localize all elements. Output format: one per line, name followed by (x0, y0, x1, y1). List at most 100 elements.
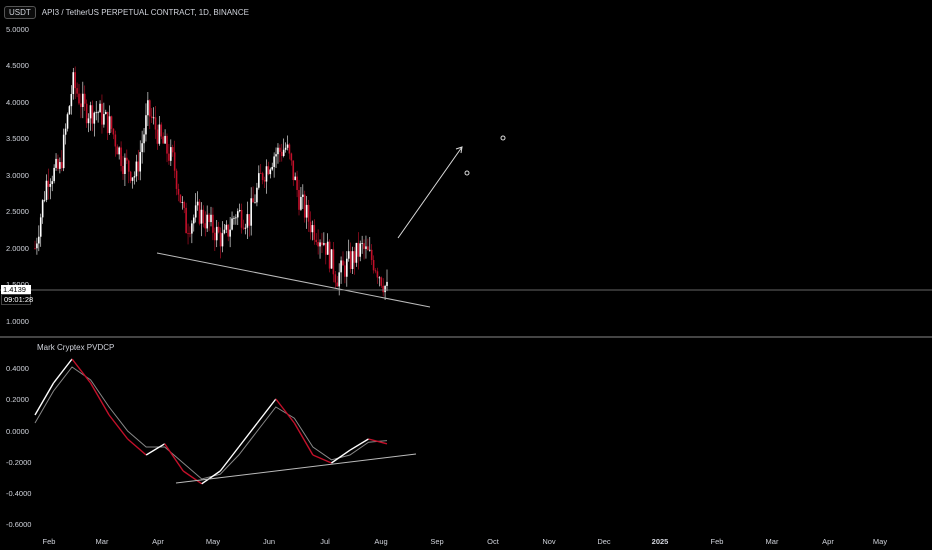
time-tick: Jul (320, 537, 330, 546)
indicator-axis[interactable]: 0.4000 0.2000 0.0000 -0.2000 -0.4000 -0.6000 (6, 364, 31, 529)
candle-body (64, 128, 67, 135)
candle-body (229, 229, 231, 237)
candle-body (351, 251, 354, 270)
candle-body (212, 214, 214, 233)
indicator-segment (89, 382, 110, 416)
candle-body (215, 226, 218, 241)
candle-body (286, 144, 289, 148)
candle-body (139, 152, 142, 172)
projection-arrow[interactable] (397, 146, 463, 239)
candle-body (145, 115, 147, 135)
candle-body (143, 134, 145, 144)
candle-body (175, 170, 178, 189)
candle-body (191, 223, 193, 234)
anchor-point-icon[interactable] (464, 170, 470, 176)
indicator-segment (145, 443, 166, 456)
candle-body (269, 169, 272, 175)
indicator-segment (108, 414, 129, 440)
candle-body (34, 248, 36, 249)
candle-body (330, 249, 333, 269)
candle-body (200, 209, 203, 224)
candle-body (357, 242, 360, 257)
candle-body (277, 147, 279, 155)
candle-body (313, 225, 316, 240)
candle-body (187, 233, 189, 234)
indicator-segment (368, 438, 388, 445)
candle-body (298, 190, 300, 210)
candle-body (164, 135, 166, 144)
indicator-segment (201, 470, 221, 485)
symbol-title[interactable]: API3 / TetherUS PERPETUAL CONTRACT, 1D, … (41, 7, 249, 17)
price-tick: 3.0000 (6, 171, 29, 180)
candle-body (192, 217, 195, 224)
candle-body (114, 134, 117, 147)
support-trendline[interactable] (156, 252, 431, 308)
candle-body (131, 177, 134, 181)
candle-body (59, 162, 61, 169)
candle-body (244, 227, 247, 229)
time-axis[interactable]: Feb Mar Apr May Jun Jul Aug Sep Oct Nov Dec 2025 Feb… (43, 537, 888, 546)
candle-body (349, 251, 352, 270)
candle-body (355, 242, 358, 263)
time-tick: Apr (152, 537, 164, 546)
candle-body (307, 204, 310, 222)
candle-body (328, 241, 331, 269)
time-tick: Sep (430, 537, 443, 546)
candle-body (296, 176, 298, 191)
candle-body (376, 271, 379, 278)
candle-body (324, 243, 327, 255)
indicator-segment (127, 438, 147, 456)
price-axis[interactable]: 5.0000 4.5000 4.0000 3.5000 3.0000 2.5000 2.00… (6, 25, 29, 326)
candle-body (126, 157, 128, 161)
candle-body (271, 166, 274, 170)
candle-body (49, 183, 52, 187)
candle-body (124, 157, 126, 174)
candle-body (57, 158, 59, 169)
candle-body (162, 136, 164, 144)
candle-body (118, 147, 120, 155)
indicator-name[interactable]: Mark Cryptex PVDCP (37, 343, 115, 352)
indicator-segment (256, 398, 277, 424)
candle-body (62, 134, 65, 169)
candle-body (181, 201, 184, 203)
time-tick: Mar (96, 537, 109, 546)
indicator-trendline[interactable] (175, 453, 417, 484)
candle-body (242, 227, 245, 229)
indicator-segment (34, 382, 55, 416)
candle-body (334, 274, 337, 283)
candle-body (41, 200, 44, 218)
candle-body (368, 249, 371, 251)
candle-body (196, 201, 199, 206)
candle-body (68, 106, 71, 115)
candle-body (367, 246, 369, 251)
candle-body (309, 221, 312, 233)
chart-header: USDT API3 / TetherUS PERPETUAL CONTRACT,… (4, 4, 249, 20)
candle-body (158, 124, 161, 144)
candle-body (210, 214, 212, 223)
last-price-label: 1.4139 09:01:28 (1, 285, 33, 305)
price-tick: 2.5000 (6, 207, 29, 216)
time-tick: May (206, 537, 220, 546)
candle-body (246, 214, 249, 228)
candle-body (221, 233, 224, 247)
candle-body (240, 209, 243, 228)
anchor-point-icon[interactable] (500, 135, 506, 141)
candle-body (282, 149, 285, 157)
candle-body (321, 242, 323, 245)
candle-body (288, 144, 291, 154)
bar-countdown: 09:01:28 (1, 294, 33, 305)
time-tick: Mar (766, 537, 779, 546)
indicator-tick: -0.4000 (6, 489, 31, 498)
candle-body (219, 232, 222, 247)
candle-body (338, 272, 340, 287)
candle-body (135, 161, 138, 177)
candle-body (332, 249, 335, 275)
currency-button[interactable]: USDT (4, 5, 36, 19)
candle-body (85, 103, 88, 124)
candle-body (148, 100, 151, 117)
candle-body (374, 270, 377, 272)
indicator-segment (275, 398, 295, 424)
candle-body (168, 153, 170, 161)
time-tick: Oct (487, 537, 500, 546)
